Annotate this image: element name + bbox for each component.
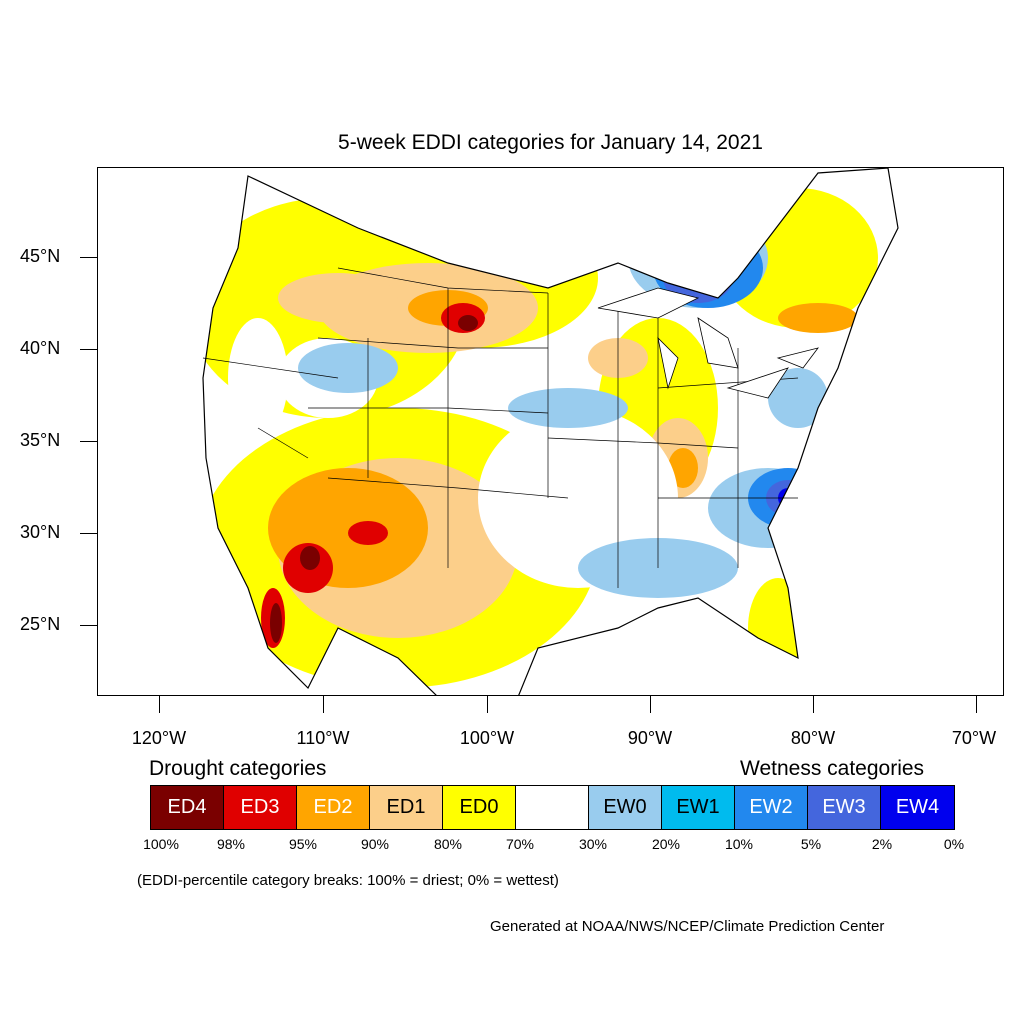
pct-break: 10% [724,836,754,852]
lon-tick [487,696,488,713]
lon-label-110: 110°W [296,728,350,748]
legend-box-ed0: ED0 [443,786,516,829]
legend-label: ED2 [313,796,353,818]
legend-box-ew0: EW0 [589,786,662,829]
pct-break: 0% [943,836,965,852]
lat-label-35: 35°N [20,430,61,450]
lat-label-25: 25°N [20,614,61,634]
pct-break: 80% [433,836,463,852]
pct-break: 98% [216,836,246,852]
lon-label-120: 120°W [131,728,187,748]
drought-heading: Drought categories [149,757,327,780]
legend-box-ed4: ED4 [151,786,224,829]
map-title: 5-week EDDI categories for January 14, 2… [338,131,763,154]
legend-box-ew2: EW2 [735,786,808,829]
pct-break: 90% [360,836,390,852]
lon-label-80: 80°W [790,728,836,748]
wetness-heading: Wetness categories [740,757,925,780]
legend-box-ed2: ED2 [297,786,370,829]
lon-tick [813,696,814,713]
lon-tick [650,696,651,713]
legend-color-bar: ED4 ED3 ED2 ED1 ED0 EW0 EW1 EW2 EW3 EW4 [150,785,955,830]
lon-tick [976,696,977,713]
legend-label: EW1 [676,796,720,818]
legend-box-ed1: ED1 [370,786,443,829]
eddi-map [97,167,1004,696]
legend-label: ED1 [386,796,426,818]
lat-label-30: 30°N [20,522,61,542]
lon-label-70: 70°W [951,728,997,748]
pct-break: 5% [800,836,822,852]
great-lakes [597,287,819,399]
pct-break: 30% [578,836,608,852]
lat-tick [80,349,97,350]
pct-break: 70% [505,836,535,852]
legend-box-ed3: ED3 [224,786,297,829]
legend-box-ew4: EW4 [881,786,954,829]
coastline [202,168,899,695]
map-canvas [202,168,899,695]
lon-tick [159,696,160,713]
pct-break: 95% [288,836,318,852]
legend-label: ED0 [459,796,499,818]
lat-tick [80,257,97,258]
lon-tick [323,696,324,713]
legend-box-ew1: EW1 [662,786,735,829]
legend-label: ED4 [167,796,207,818]
lat-tick [80,441,97,442]
lon-label-90: 90°W [627,728,673,748]
lat-tick [80,533,97,534]
lat-tick [80,625,97,626]
legend-box-neutral [516,786,589,829]
legend-label: EW0 [603,796,647,818]
lat-label-40: 40°N [20,338,61,358]
legend-label: EW2 [749,796,793,818]
legend-box-ew3: EW3 [808,786,881,829]
category-note: (EDDI-percentile category breaks: 100% =… [137,872,559,889]
lat-label-45: 45°N [20,246,61,266]
pct-break: 2% [871,836,893,852]
pct-break: 100% [143,836,179,852]
legend-label: ED3 [240,796,280,818]
state-boundaries [202,267,799,588]
lon-label-100: 100°W [459,728,515,748]
legend-label: EW3 [822,796,866,818]
pct-break: 20% [651,836,681,852]
credit-line: Generated at NOAA/NWS/NCEP/Climate Predi… [490,918,885,935]
legend-label: EW4 [895,796,940,818]
